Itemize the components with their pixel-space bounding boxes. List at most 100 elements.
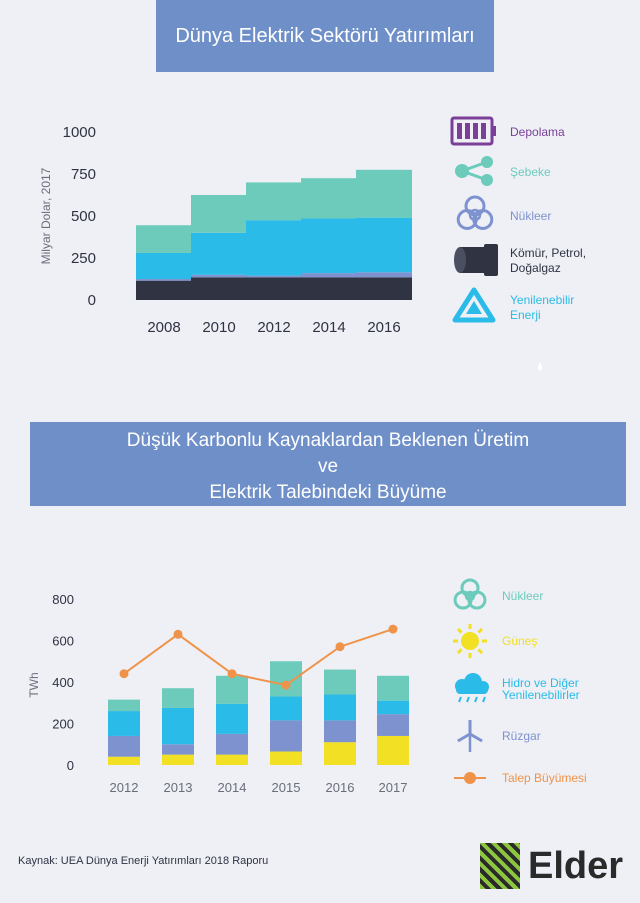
legend-label: Depolama xyxy=(510,125,565,139)
battery-cell xyxy=(465,123,470,139)
y-tick-label: 0 xyxy=(88,292,96,309)
pipe-flange xyxy=(484,244,498,276)
bar-segment xyxy=(191,274,247,278)
legend-label: Yenilenebilirler xyxy=(502,688,580,702)
bar-segment xyxy=(216,754,248,765)
bar-segment xyxy=(301,277,357,300)
y-tick-label: 200 xyxy=(52,717,74,732)
biohazard-icon xyxy=(464,195,486,217)
bar-segment xyxy=(356,277,412,300)
bar-segment xyxy=(356,169,412,218)
bar-segment xyxy=(216,675,248,704)
share-icon xyxy=(455,164,469,178)
share-node xyxy=(481,156,493,168)
rain-drop xyxy=(474,696,478,703)
battery-cell xyxy=(481,123,486,139)
bar-segment xyxy=(136,252,192,279)
bar-segment xyxy=(377,700,409,715)
bar-segment xyxy=(108,699,140,712)
share-node xyxy=(481,174,493,186)
chart2-title: Düşük Karbonlu Kaynaklardan Beklenen Üre… xyxy=(30,422,626,506)
bar-segment xyxy=(191,232,247,275)
legend-label: Yenilenebilir xyxy=(510,293,574,307)
brand-name: Elder xyxy=(528,845,624,887)
demand-point xyxy=(119,669,129,679)
bar-segment xyxy=(301,178,357,219)
bar-segment xyxy=(162,688,194,708)
bar-segment xyxy=(246,277,302,300)
demand-point xyxy=(388,624,398,634)
recycle-center xyxy=(466,301,482,314)
bar-segment xyxy=(162,744,194,755)
chart1-title: Dünya Elektrik Sektörü Yatırımları xyxy=(156,0,494,72)
bar-segment xyxy=(216,703,248,734)
bar-segment xyxy=(246,182,302,221)
y-axis-label: Milyar Dolar, 2017 xyxy=(39,167,53,264)
rain-drop xyxy=(458,696,462,703)
bar-segment xyxy=(324,742,356,765)
y-tick-label: 500 xyxy=(71,208,96,225)
chart2-title-line2: ve xyxy=(317,456,339,477)
legend-label: Nükleer xyxy=(510,209,551,223)
x-tick-label: 2010 xyxy=(202,319,235,336)
x-tick-label: 2012 xyxy=(110,780,139,795)
bar-segment xyxy=(270,751,302,765)
bar-segment xyxy=(136,279,192,281)
bar-segment xyxy=(324,694,356,721)
legend-label: Hidro ve Diğer xyxy=(502,676,579,690)
bar-segment xyxy=(108,711,140,736)
bar-segment xyxy=(377,675,409,701)
drop-icon xyxy=(538,362,542,371)
x-tick-label: 2016 xyxy=(326,780,355,795)
x-tick-label: 2016 xyxy=(367,319,400,336)
x-tick-label: 2015 xyxy=(272,780,301,795)
sun-ray xyxy=(477,627,484,634)
sun-ray xyxy=(456,627,463,634)
line-marker-dot xyxy=(464,772,476,784)
pipe-end xyxy=(454,247,466,273)
bar-segment xyxy=(356,272,412,278)
bar-segment xyxy=(270,661,302,697)
legend-label: Talep Büyümesi xyxy=(502,771,587,785)
x-tick-label: 2008 xyxy=(147,319,180,336)
source-note: Kaynak: UEA Dünya Enerji Yatırımları 201… xyxy=(18,855,269,867)
recycle-icon xyxy=(452,287,496,323)
y-tick-label: 400 xyxy=(52,675,74,690)
chart2-title-line3: Elektrik Talebindeki Büyüme xyxy=(209,482,447,503)
logo-mark-icon xyxy=(480,843,520,889)
bar-segment xyxy=(108,735,140,757)
bar-segment xyxy=(324,720,356,743)
demand-point xyxy=(335,642,345,652)
legend-label: Rüzgar xyxy=(502,729,541,743)
y-tick-label: 800 xyxy=(52,592,74,607)
bar-segment xyxy=(324,669,356,695)
bar-segment xyxy=(246,220,302,276)
legend-label: Nükleer xyxy=(502,589,543,603)
biohazard-center xyxy=(464,590,476,602)
bar-segment xyxy=(246,275,302,278)
y-tick-label: 600 xyxy=(52,634,74,649)
cloud-base xyxy=(456,686,488,694)
rain-drop xyxy=(482,696,486,703)
brand-logo: Elder xyxy=(480,843,626,889)
x-tick-label: 2014 xyxy=(312,319,345,336)
legend-label: Şebeke xyxy=(510,165,551,179)
demand-point xyxy=(173,629,183,639)
battery-cell xyxy=(457,123,462,139)
bar-segment xyxy=(108,756,140,765)
sun-icon xyxy=(461,632,479,650)
sun-ray xyxy=(456,648,463,655)
bar-segment xyxy=(377,735,409,765)
y-tick-label: 750 xyxy=(71,166,96,183)
biohazard-center xyxy=(468,208,482,222)
rain-drop xyxy=(466,696,470,703)
bar-segment xyxy=(270,720,302,752)
wind-turbine-icon xyxy=(457,732,471,743)
x-tick-label: 2013 xyxy=(164,780,193,795)
battery-cell xyxy=(473,123,478,139)
bar-segment xyxy=(301,273,357,278)
wind-turbine-icon xyxy=(469,732,483,743)
bar-segment xyxy=(191,195,247,233)
demand-point xyxy=(281,680,291,690)
